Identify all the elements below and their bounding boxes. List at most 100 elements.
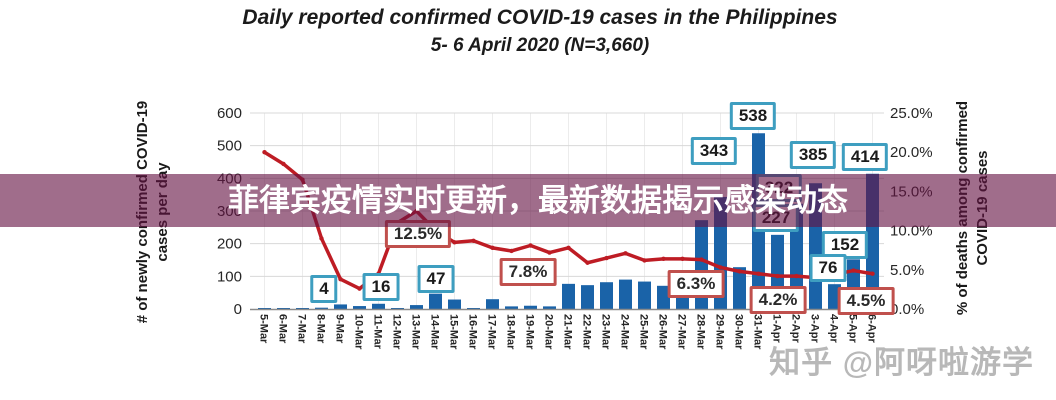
line-point-marker [794, 273, 799, 279]
bar [372, 303, 385, 309]
line-point-marker [737, 269, 742, 274]
x-tick-label: 2-Apr [790, 314, 802, 343]
x-tick-label: 11-Mar [372, 314, 384, 350]
x-tick-label: 13-Mar [410, 314, 422, 350]
line-point-marker [718, 265, 723, 270]
bar [391, 308, 404, 309]
line-point-marker [870, 271, 875, 276]
cases-label-callout: 16 [362, 273, 400, 301]
line-point-marker [452, 240, 457, 245]
bar [657, 285, 670, 309]
x-tick-label: 9-Mar [334, 314, 346, 344]
line-point-marker [661, 256, 666, 262]
bar [562, 283, 575, 309]
y-tick-label-right: 0.0% [890, 301, 924, 318]
line-point-marker [338, 277, 343, 282]
x-tick-label: 30-Mar [733, 314, 745, 350]
bar [733, 267, 746, 309]
y-tick-label-left: 100 [217, 268, 242, 285]
bar [467, 308, 480, 309]
line-point-marker [281, 161, 286, 167]
x-tick-label: 21-Mar [562, 314, 574, 350]
y-tick-label-right: 5.0% [890, 262, 924, 279]
bar [600, 282, 613, 309]
y-tick-label-left: 500 [217, 138, 242, 155]
line-point-marker [775, 273, 780, 279]
bar [638, 281, 651, 309]
bar [258, 308, 271, 309]
bar [429, 293, 442, 309]
bar [524, 305, 537, 309]
cases-label-callout: 538 [729, 102, 777, 130]
line-point-marker [319, 236, 324, 241]
bar [334, 304, 347, 309]
cases-label-callout: 343 [690, 137, 738, 165]
cases-label-callout: 152 [821, 231, 869, 259]
x-tick-label: 5-Apr [847, 314, 859, 343]
bar [505, 306, 518, 309]
line-point-marker [490, 245, 495, 251]
y-tick-label-right: 20.0% [890, 144, 933, 161]
x-tick-label: 19-Mar [524, 314, 536, 350]
x-tick-label: 14-Mar [429, 314, 441, 350]
x-tick-label: 12-Mar [391, 314, 403, 350]
x-tick-label: 29-Mar [714, 314, 726, 350]
line-point-marker [851, 268, 856, 273]
x-tick-label: 1-Apr [771, 314, 783, 343]
line-point-marker [471, 238, 476, 243]
bar [296, 308, 309, 309]
cases-label-callout: 414 [841, 143, 889, 171]
bar [410, 305, 423, 309]
pct-label-callout: 4.5% [837, 287, 895, 315]
x-tick-label: 17-Mar [486, 314, 498, 350]
bar [581, 285, 594, 309]
cases-label-callout: 4 [310, 275, 338, 303]
x-tick-label: 18-Mar [505, 314, 517, 350]
y-tick-label-left: 0 [234, 301, 242, 318]
x-tick-label: 8-Mar [315, 314, 327, 344]
line-point-marker [642, 258, 647, 263]
x-tick-label: 6-Mar [277, 314, 289, 344]
x-tick-label: 3-Apr [809, 314, 821, 343]
line-point-marker [756, 271, 761, 276]
news-banner-overlay: 菲律宾疫情实时更新，最新数据揭示感染动态 [0, 174, 1056, 227]
watermark-zhihu: 知乎 @阿呀啦游学 [769, 345, 1034, 380]
line-point-marker [528, 243, 533, 248]
bar [543, 306, 556, 309]
banner-headline: 菲律宾疫情实时更新，最新数据揭示感染动态 [228, 183, 848, 218]
pct-label-callout: 7.8% [499, 258, 557, 286]
line-point-marker [357, 286, 362, 291]
bar [486, 299, 499, 309]
pct-label-callout: 6.3% [667, 270, 725, 298]
chart-subtitle: 5- 6 April 2020 (N=3,660) [430, 35, 650, 56]
x-tick-label: 23-Mar [600, 314, 612, 350]
x-tick-label: 6-Apr [866, 314, 878, 343]
x-tick-label: 22-Mar [581, 314, 593, 350]
x-tick-label: 16-Mar [467, 314, 479, 350]
y-tick-label-left: 200 [217, 236, 242, 253]
x-tick-label: 4-Apr [828, 314, 840, 343]
line-point-marker [699, 257, 704, 262]
line-point-marker [262, 150, 267, 155]
x-tick-label: 25-Mar [638, 314, 650, 350]
line-point-marker [623, 251, 628, 256]
cases-label-callout: 385 [789, 141, 837, 169]
chart-title: Daily reported confirmed COVID-19 cases … [242, 6, 838, 29]
bar [277, 308, 290, 309]
y-tick-label-right: 25.0% [890, 105, 933, 122]
pct-label-callout: 4.2% [749, 286, 807, 314]
bar [448, 299, 461, 309]
x-tick-label: 10-Mar [353, 314, 365, 350]
line-point-marker [604, 255, 609, 261]
x-tick-label: 7-Mar [296, 314, 308, 344]
bar [619, 279, 632, 309]
line-point-marker [585, 260, 590, 265]
line-point-marker [509, 248, 514, 254]
y-tick-label-left: 600 [217, 105, 242, 122]
x-tick-label: 28-Mar [695, 314, 707, 350]
line-point-marker [547, 250, 552, 255]
x-tick-label: 24-Mar [619, 314, 631, 350]
x-tick-label: 31-Mar [752, 314, 764, 350]
line-point-marker [680, 256, 685, 262]
